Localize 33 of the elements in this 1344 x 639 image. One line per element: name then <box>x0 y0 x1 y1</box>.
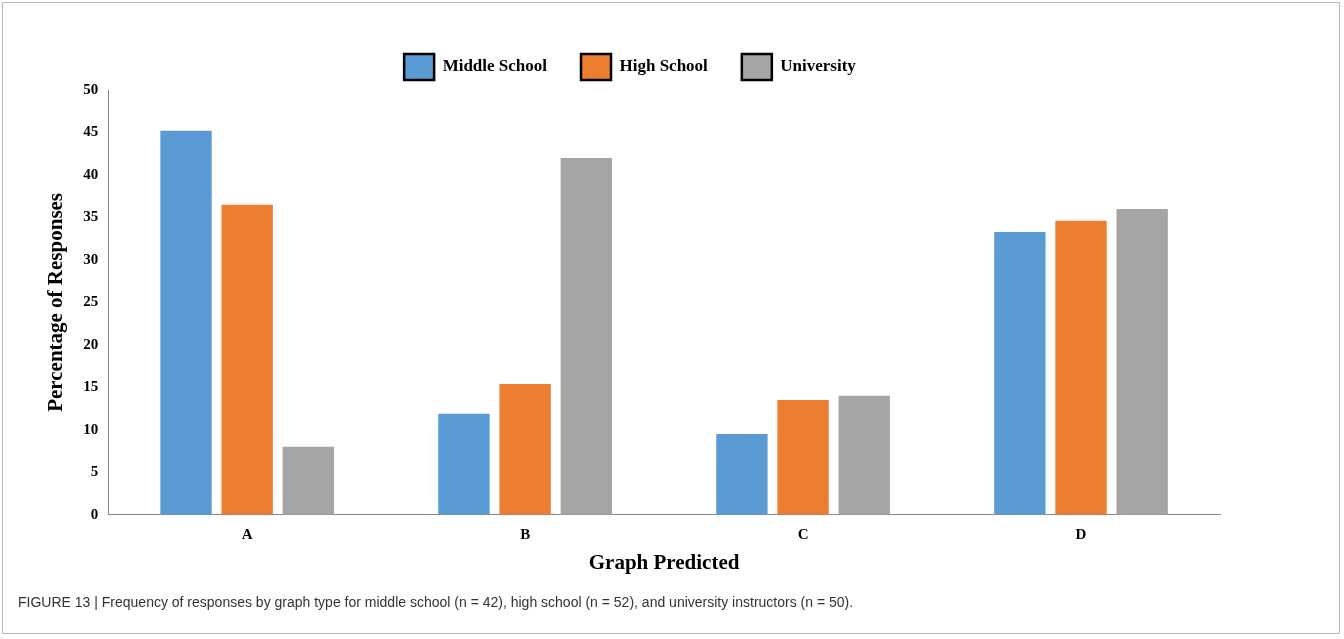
bar <box>221 204 273 515</box>
bar <box>716 434 768 515</box>
bar <box>838 395 890 515</box>
y-tick-label: 40 <box>83 165 99 182</box>
bar <box>282 446 335 515</box>
caption: FIGURE 13 | Frequency of responses by graph type for middle school (n = 42), high school (n = 52), and university instructors (n = 50). <box>18 594 854 610</box>
bar <box>438 413 490 515</box>
y-tick-label: 45 <box>83 123 99 140</box>
y-tick-label: 35 <box>83 208 99 225</box>
y-tick-label: 20 <box>83 335 99 352</box>
x-tick-label: A <box>241 525 253 542</box>
x-tick-label: C <box>797 525 809 542</box>
legend-label: University <box>780 56 857 76</box>
y-tick-label: 30 <box>83 250 99 267</box>
bar <box>1116 208 1168 515</box>
bar <box>160 130 212 515</box>
y-tick-label: 15 <box>83 378 99 395</box>
x-tick-label: B <box>520 525 531 542</box>
bar <box>777 400 829 515</box>
y-axis-title: Percentage of Responses <box>43 192 68 412</box>
y-tick-label: 5 <box>90 463 99 480</box>
legend-label: Middle School <box>442 56 548 76</box>
y-tick-label: 25 <box>83 293 99 310</box>
bar <box>1055 220 1107 515</box>
y-tick-label: 0 <box>90 505 99 522</box>
y-tick-label: 50 <box>83 80 99 97</box>
x-axis-title: Graph Predicted <box>588 549 740 574</box>
legend-label: High School <box>619 56 709 76</box>
bar <box>994 231 1046 515</box>
x-tick-label: D <box>1075 525 1087 542</box>
y-tick-label: 10 <box>83 420 99 437</box>
bar <box>499 383 551 515</box>
bar <box>560 157 612 515</box>
